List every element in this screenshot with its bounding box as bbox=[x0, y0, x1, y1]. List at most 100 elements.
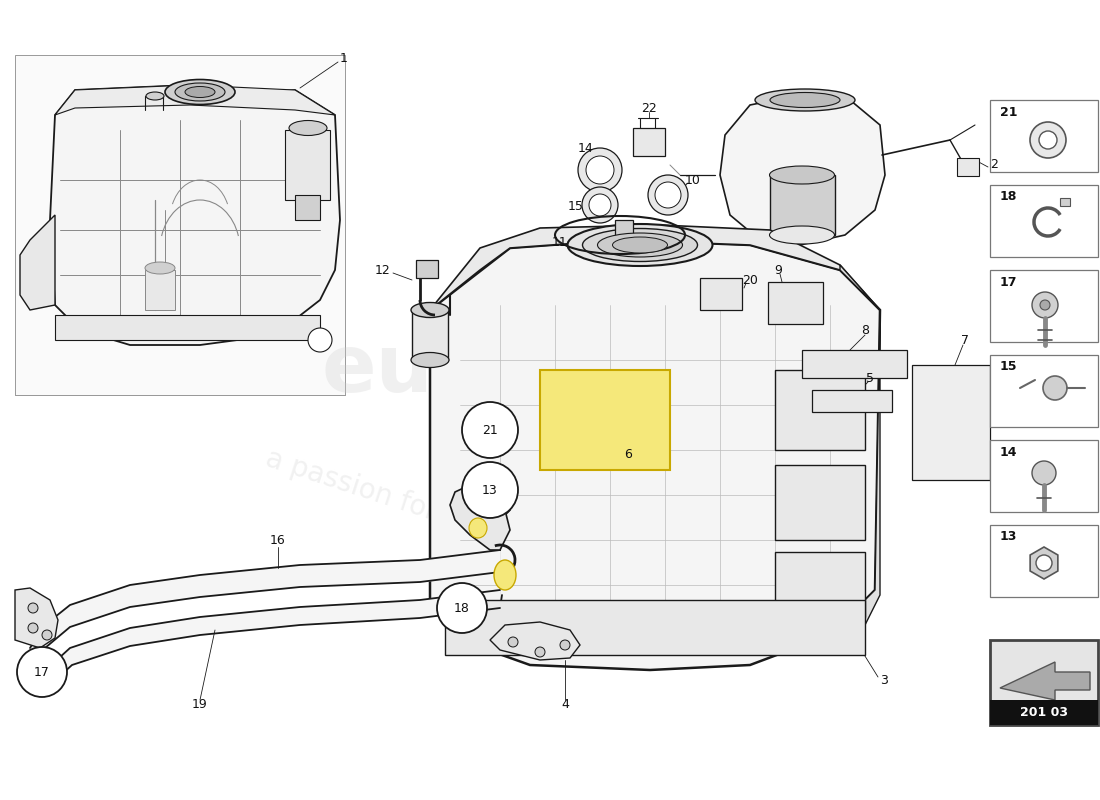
Circle shape bbox=[16, 647, 67, 697]
Circle shape bbox=[437, 583, 487, 633]
Bar bbox=[776, 552, 865, 617]
Text: 14: 14 bbox=[1000, 446, 1018, 458]
Text: 13: 13 bbox=[1000, 530, 1018, 543]
Text: 5: 5 bbox=[866, 371, 874, 385]
Bar bbox=[145, 270, 175, 310]
Text: 7: 7 bbox=[961, 334, 969, 346]
Ellipse shape bbox=[583, 229, 697, 262]
Text: 6: 6 bbox=[624, 449, 631, 462]
Bar bbox=[615, 220, 632, 248]
Text: eurocars: eurocars bbox=[321, 331, 718, 409]
Bar bbox=[990, 185, 1098, 257]
Ellipse shape bbox=[597, 233, 682, 257]
Bar bbox=[15, 55, 345, 395]
Bar bbox=[990, 440, 1098, 512]
Text: 11: 11 bbox=[552, 235, 568, 249]
Ellipse shape bbox=[289, 121, 327, 135]
Polygon shape bbox=[55, 85, 336, 115]
Polygon shape bbox=[20, 215, 55, 310]
Ellipse shape bbox=[494, 560, 516, 590]
Text: 201 03: 201 03 bbox=[1020, 706, 1068, 719]
Ellipse shape bbox=[755, 89, 855, 111]
Bar bbox=[770, 175, 835, 235]
Text: 15: 15 bbox=[568, 201, 584, 214]
Ellipse shape bbox=[185, 86, 214, 98]
Bar bbox=[776, 465, 865, 540]
Ellipse shape bbox=[770, 166, 835, 184]
Text: 18: 18 bbox=[454, 602, 470, 614]
Polygon shape bbox=[48, 590, 500, 685]
Circle shape bbox=[535, 647, 544, 657]
Circle shape bbox=[1036, 555, 1052, 571]
Circle shape bbox=[1040, 300, 1050, 310]
Text: 14: 14 bbox=[579, 142, 594, 154]
Polygon shape bbox=[50, 85, 340, 345]
Polygon shape bbox=[1000, 662, 1090, 700]
Bar bbox=[295, 195, 320, 220]
Polygon shape bbox=[430, 225, 880, 310]
Bar bbox=[1060, 198, 1070, 206]
Circle shape bbox=[1043, 376, 1067, 400]
Text: 21: 21 bbox=[482, 423, 498, 437]
Circle shape bbox=[1030, 122, 1066, 158]
Ellipse shape bbox=[165, 79, 235, 105]
Bar bbox=[446, 600, 865, 655]
Ellipse shape bbox=[770, 93, 840, 107]
Text: 15: 15 bbox=[1000, 361, 1018, 374]
Text: 17: 17 bbox=[34, 666, 50, 678]
Text: 17: 17 bbox=[1000, 275, 1018, 289]
Text: 1: 1 bbox=[340, 51, 348, 65]
Bar bbox=[768, 282, 823, 324]
Text: 18: 18 bbox=[1000, 190, 1018, 203]
Text: 9: 9 bbox=[774, 263, 782, 277]
Circle shape bbox=[578, 148, 621, 192]
Text: 20: 20 bbox=[742, 274, 758, 286]
Text: 13: 13 bbox=[482, 483, 498, 497]
Ellipse shape bbox=[145, 262, 175, 274]
Ellipse shape bbox=[411, 353, 449, 367]
Bar bbox=[416, 260, 438, 278]
Circle shape bbox=[560, 640, 570, 650]
Bar bbox=[812, 390, 892, 412]
Circle shape bbox=[1032, 292, 1058, 318]
Bar bbox=[776, 370, 865, 450]
Bar bbox=[540, 370, 670, 470]
Circle shape bbox=[462, 462, 518, 518]
Circle shape bbox=[508, 637, 518, 647]
Bar bbox=[990, 270, 1098, 342]
Bar bbox=[990, 355, 1098, 427]
Ellipse shape bbox=[146, 92, 164, 100]
Polygon shape bbox=[430, 240, 880, 670]
Circle shape bbox=[588, 194, 610, 216]
Text: 21: 21 bbox=[1000, 106, 1018, 118]
Bar bbox=[957, 158, 979, 176]
Bar bbox=[700, 278, 743, 310]
Text: 16: 16 bbox=[271, 534, 286, 546]
Ellipse shape bbox=[770, 226, 835, 244]
Circle shape bbox=[1040, 131, 1057, 149]
Bar bbox=[55, 315, 320, 340]
Polygon shape bbox=[1030, 547, 1058, 579]
Polygon shape bbox=[30, 550, 500, 668]
Bar bbox=[285, 130, 330, 200]
Circle shape bbox=[654, 182, 681, 208]
Text: 19: 19 bbox=[192, 698, 208, 711]
Polygon shape bbox=[15, 588, 58, 648]
Bar bbox=[990, 640, 1098, 725]
Polygon shape bbox=[490, 622, 580, 660]
Text: 3: 3 bbox=[880, 674, 888, 686]
Text: 4: 4 bbox=[561, 698, 569, 711]
Ellipse shape bbox=[175, 83, 226, 101]
Circle shape bbox=[582, 187, 618, 223]
Text: 22: 22 bbox=[641, 102, 657, 114]
Text: 8: 8 bbox=[861, 323, 869, 337]
Polygon shape bbox=[720, 95, 886, 245]
Bar bbox=[990, 700, 1098, 725]
Ellipse shape bbox=[411, 302, 449, 318]
Ellipse shape bbox=[613, 237, 668, 253]
Text: a passion for cars since 1995: a passion for cars since 1995 bbox=[263, 444, 658, 596]
Circle shape bbox=[28, 603, 38, 613]
Ellipse shape bbox=[568, 224, 713, 266]
Text: 2: 2 bbox=[990, 158, 998, 171]
Polygon shape bbox=[830, 265, 880, 635]
